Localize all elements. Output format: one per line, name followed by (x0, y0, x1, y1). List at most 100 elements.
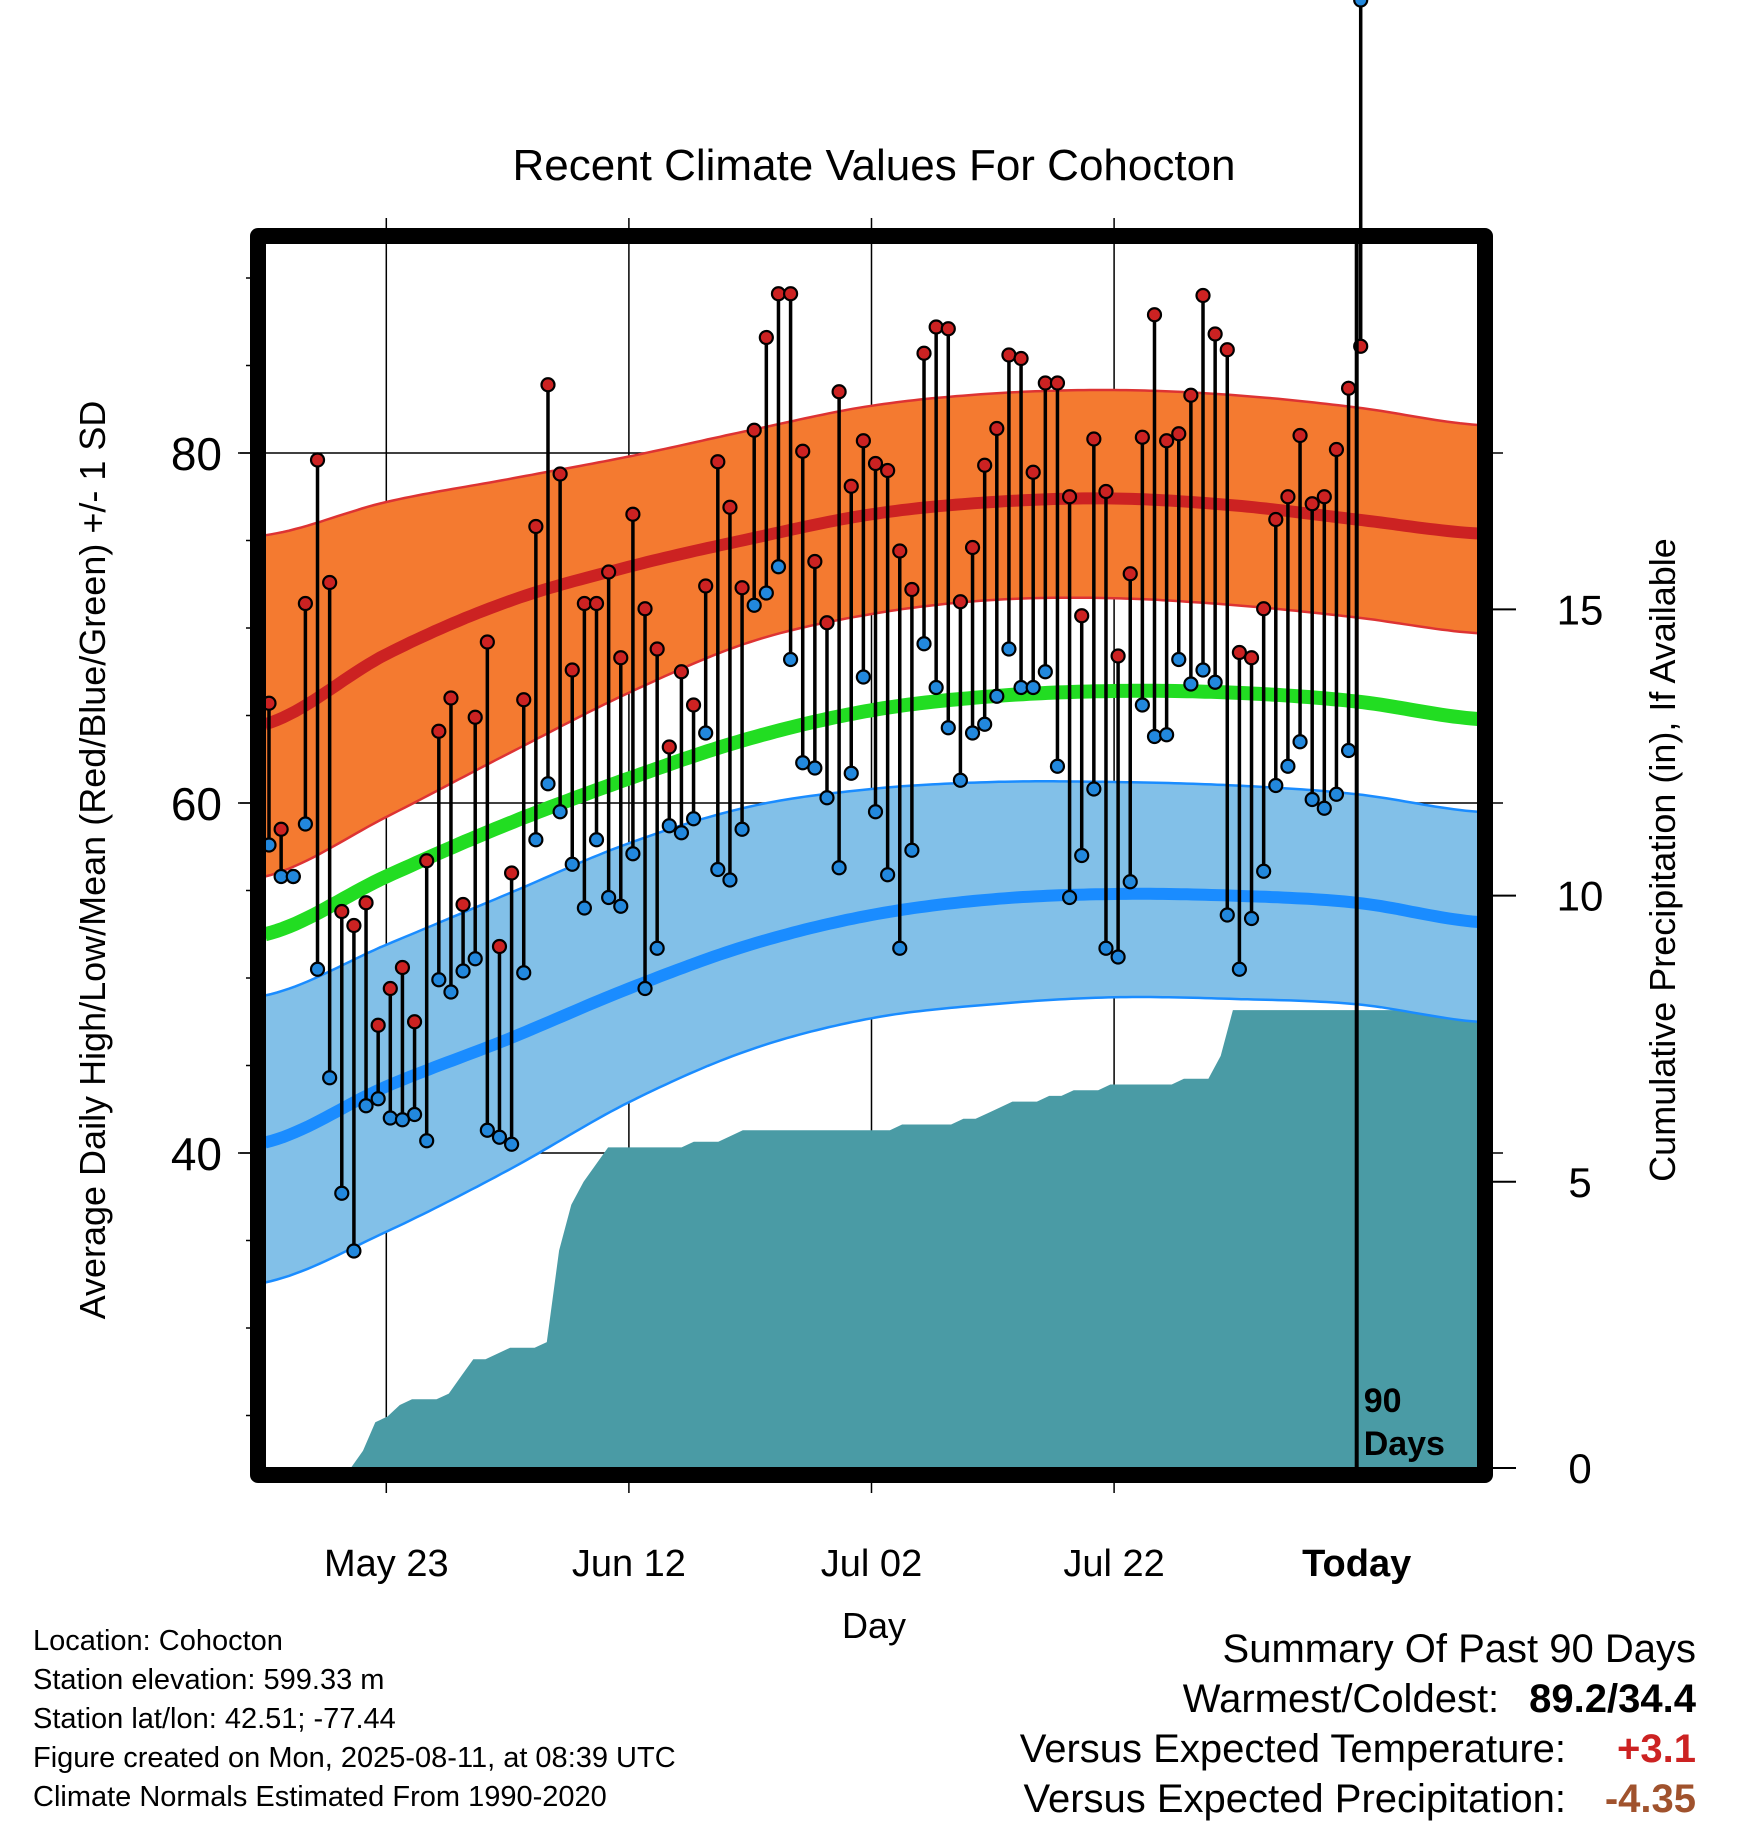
daily-low-point (297, 816, 313, 832)
daily-low-point (904, 842, 920, 858)
daily-high-point (613, 650, 629, 666)
daily-high-point (1268, 511, 1284, 528)
daily-high-point (1146, 307, 1163, 323)
daily-low-point (989, 688, 1005, 704)
daily-low-point (491, 1129, 508, 1145)
daily-high-point (1207, 326, 1223, 342)
daily-high-point (649, 641, 665, 657)
y2-tick-label: 15 (1557, 586, 1604, 633)
temp-row: Versus Expected Temperature: +3.1 (1020, 1724, 1696, 1774)
daily-high-point (406, 1014, 423, 1030)
daily-low-point (1243, 910, 1260, 927)
daily-high-point (734, 580, 750, 596)
daily-high-point (1171, 426, 1187, 442)
daily-high-point (1256, 601, 1272, 617)
daily-low-point (928, 679, 944, 696)
daily-low-point (1304, 791, 1320, 808)
daily-high-point (334, 903, 350, 920)
daily-high-point (892, 543, 908, 559)
daily-high-point (1328, 441, 1345, 458)
daily-low-point (1195, 662, 1211, 678)
y-tick-label: 80 (171, 428, 222, 480)
daily-high-point (685, 697, 702, 713)
daily-low-point (346, 1243, 362, 1259)
daily-high-point (880, 462, 896, 479)
daily-low-point (576, 900, 592, 916)
daily-low-point (1122, 874, 1138, 890)
daily-high-point (855, 433, 871, 449)
daily-low-point (467, 951, 483, 967)
daily-low-point (528, 832, 544, 848)
daily-low-point (309, 961, 326, 977)
daily-high-point (1122, 566, 1138, 582)
daily-low-point (722, 872, 738, 888)
y2-tick-label: 10 (1557, 873, 1604, 920)
daily-low-point (1110, 949, 1126, 965)
y-axis-label: Average Daily High/Low/Mean (Red/Blue/Gr… (72, 401, 113, 1320)
daily-low-point (588, 832, 605, 848)
daily-low-point (1268, 777, 1284, 794)
daily-low-point (661, 818, 677, 834)
daily-low-point (1001, 641, 1017, 657)
daily-high-point (394, 959, 411, 976)
daily-low-point (394, 1112, 411, 1128)
daily-high-point (952, 594, 969, 610)
temp-label: Versus Expected Temperature: (1019, 1727, 1566, 1771)
daily-high-point (297, 595, 313, 612)
daily-low-point (698, 725, 714, 741)
daily-high-point (601, 564, 617, 580)
daily-low-point (419, 1133, 435, 1149)
daily-low-point (1086, 781, 1102, 797)
daily-high-point (1159, 433, 1175, 449)
daily-high-point (479, 634, 495, 650)
daily-low-point (1292, 734, 1308, 750)
daily-high-point (1316, 489, 1332, 505)
daily-high-point (1061, 489, 1078, 505)
x-tick-label: Jun 12 (572, 1543, 686, 1585)
daily-high-point (807, 553, 823, 570)
x-tick-label: Jul 22 (1063, 1543, 1164, 1585)
created-text: Figure created on Mon, 2025-08-11, at 08… (33, 1742, 676, 1774)
daily-low-point (819, 790, 835, 806)
daily-low-point (916, 636, 932, 652)
latlon-text: Station lat/lon: 42.51; -77.44 (33, 1703, 396, 1735)
temp-value: +3.1 (1617, 1727, 1696, 1771)
daily-low-points (261, 0, 1369, 1259)
daily-high-point (1340, 380, 1357, 396)
daily-low-point (358, 1098, 374, 1114)
daily-high-point (1195, 287, 1211, 304)
warm-cold-row: Warmest/Coldest: 89.2/34.4 (1020, 1674, 1696, 1724)
daily-high-point (625, 506, 641, 522)
daily-high-point (1086, 431, 1102, 447)
daily-high-point (964, 539, 981, 556)
daily-low-point (1025, 679, 1041, 696)
daily-high-point (1243, 650, 1260, 666)
chart-title: Recent Climate Values For Cohocton (512, 141, 1235, 190)
daily-low-point (540, 776, 556, 792)
today-marker-label: Days (1364, 1425, 1445, 1463)
daily-low-point (710, 861, 726, 878)
daily-low-point (516, 965, 532, 981)
daily-high-point (722, 499, 738, 515)
elevation-text: Station elevation: 599.33 m (33, 1664, 385, 1696)
location-text: Location: Cohocton (33, 1625, 283, 1657)
normals-text: Climate Normals Estimated From 1990-2020 (33, 1781, 607, 1813)
daily-low-point (504, 1136, 520, 1152)
daily-low-point (370, 1091, 386, 1107)
daily-high-point (661, 739, 677, 755)
daily-low-point (334, 1185, 350, 1201)
daily-low-point (1280, 758, 1296, 774)
daily-high-point (552, 466, 568, 482)
daily-low-point (564, 856, 580, 872)
precip-area (265, 1010, 1478, 1468)
daily-high-point (977, 457, 993, 473)
daily-low-point (673, 825, 690, 841)
daily-high-point (989, 420, 1005, 437)
daily-high-point (1110, 648, 1126, 664)
daily-low-point (406, 1106, 423, 1123)
daily-high-point (504, 865, 520, 881)
daily-low-point (1171, 651, 1187, 668)
daily-high-point (1049, 375, 1066, 391)
daily-low-point (782, 651, 799, 668)
